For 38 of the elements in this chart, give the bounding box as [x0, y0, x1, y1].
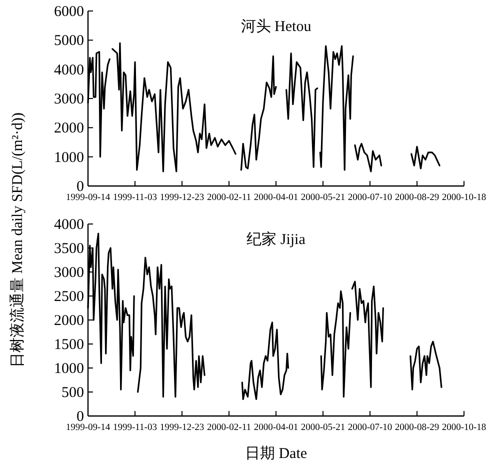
- ytick: 0: [76, 409, 84, 425]
- ytick: 1000: [54, 150, 84, 166]
- title: 河头 Hetou: [240, 19, 312, 35]
- ytick: 2500: [54, 289, 84, 305]
- ytick: 4000: [54, 62, 84, 78]
- xtick: 1999-12-23: [160, 423, 204, 433]
- ytick: 3000: [54, 92, 84, 108]
- xtick: 1999-09-14: [66, 193, 110, 203]
- title: 纪家 Jijia: [246, 232, 306, 248]
- xtick: 1999-12-23: [160, 193, 204, 203]
- ytick: 5000: [54, 33, 84, 50]
- xtick: 2000-08-29: [394, 423, 440, 433]
- xtick: 2000-05-21: [300, 423, 346, 433]
- ytick: 1500: [54, 337, 84, 353]
- ytick: 3500: [54, 241, 84, 257]
- ytick: 2000: [54, 313, 84, 329]
- xtick: 2000-05-21: [300, 193, 346, 203]
- ytick: 3000: [54, 265, 84, 281]
- xtick: 2000-07-10: [348, 193, 392, 203]
- xtick: 1999-09-14: [66, 423, 110, 433]
- xlabel: 日期 Date: [244, 446, 308, 462]
- ytick: 4000: [54, 217, 84, 233]
- xtick: 2000-07-10: [348, 423, 392, 433]
- ylabel: 日树液流通量 Mean daily SFD(L/(m²·d)): [10, 112, 26, 368]
- xtick: 2000-04-01: [254, 193, 298, 203]
- xtick: 2000-04-01: [254, 423, 298, 433]
- ytick: 6000: [54, 4, 84, 20]
- ytick: 1000: [54, 361, 84, 377]
- xtick: 2000-10-18: [442, 193, 486, 203]
- ytick: 0: [76, 179, 84, 195]
- xtick: 2000-10-18: [442, 423, 486, 433]
- ytick: 500: [62, 385, 84, 401]
- xtick: 1999-11-03: [113, 423, 157, 433]
- ytick: 2000: [54, 120, 84, 137]
- xtick: 2000-02-11: [207, 423, 251, 433]
- xtick: 2000-02-11: [207, 193, 251, 203]
- xtick: 1999-11-03: [113, 193, 157, 203]
- xtick: 2000-08-29: [394, 193, 440, 203]
